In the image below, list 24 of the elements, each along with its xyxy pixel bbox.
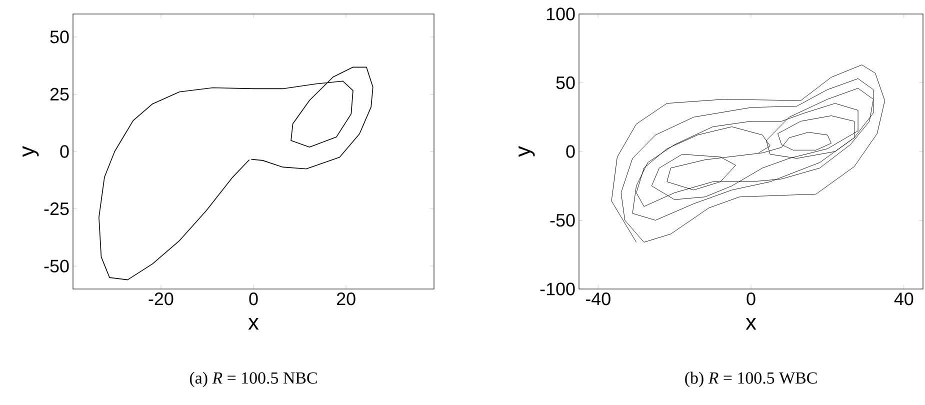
line-series [611, 64, 886, 242]
text: (a) R = 100.5 NBC [190, 372, 317, 388]
y-tick-label: 0 [60, 145, 69, 158]
x-tick-label: -40 [586, 292, 610, 306]
y-tick-label: 0 [566, 145, 575, 158]
x-tick-label: 0 [746, 292, 756, 306]
x-axis-title: x [746, 318, 756, 330]
x-tick-label: 40 [894, 292, 914, 306]
y-tick-label: -100 [540, 282, 575, 296]
y-axis-title: y [22, 146, 39, 157]
x-tick-label: 20 [337, 292, 356, 306]
y-axis-title: y [518, 146, 535, 157]
y-tick-label: -50 [550, 214, 575, 227]
text: (b) R = 100.5 WBC [685, 372, 817, 388]
y-tick-label: 50 [50, 30, 69, 44]
y-tick-label: 100 [546, 8, 575, 20]
x-axis-title: x [248, 318, 259, 330]
y-tick-label: -50 [44, 260, 69, 272]
line-series [98, 66, 374, 280]
x-tick-label: 0 [249, 292, 258, 306]
y-tick-label: 25 [50, 88, 69, 101]
y-tick-label: 50 [556, 76, 575, 90]
x-tick-label: -20 [148, 292, 174, 306]
y-tick-label: -25 [44, 202, 69, 216]
